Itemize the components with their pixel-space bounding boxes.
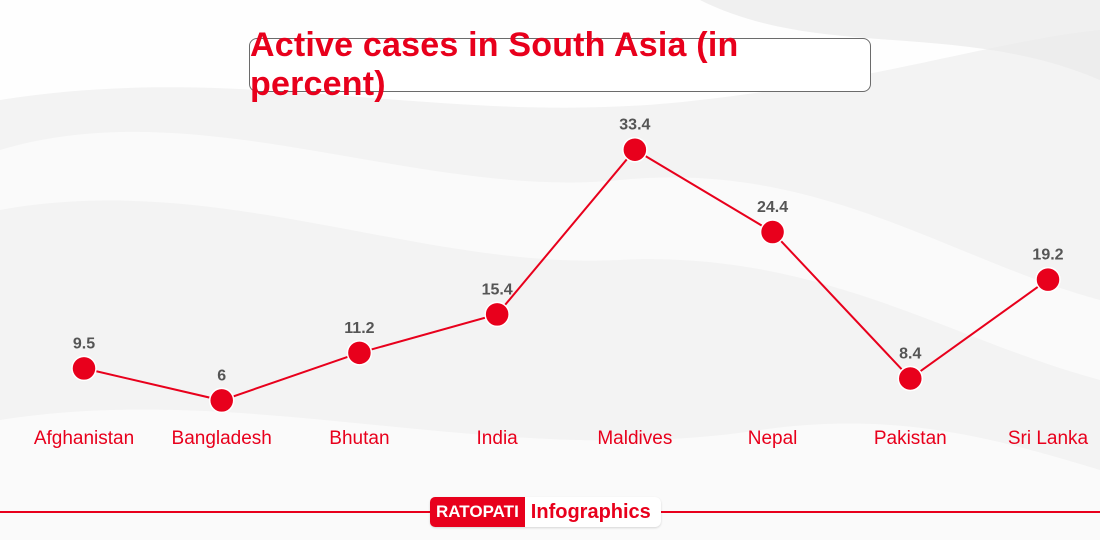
x-tick-label: Maldives bbox=[597, 428, 672, 449]
x-tick-label: Bhutan bbox=[329, 428, 389, 449]
data-label: 15.4 bbox=[482, 281, 513, 298]
data-label: 33.4 bbox=[619, 117, 650, 134]
data-label: 8.4 bbox=[899, 345, 921, 362]
data-label: 24.4 bbox=[757, 199, 788, 216]
data-point-pakistan[interactable] bbox=[897, 365, 924, 392]
x-tick-label: Nepal bbox=[748, 428, 798, 449]
data-point-bangladesh[interactable] bbox=[208, 387, 235, 414]
x-tick-label: India bbox=[477, 428, 519, 449]
chart-title: Active cases in South Asia (in percent) bbox=[250, 26, 739, 103]
data-label: 19.2 bbox=[1032, 247, 1063, 264]
data-point-nepal[interactable] bbox=[759, 219, 786, 245]
data-point-maldives[interactable] bbox=[622, 136, 648, 163]
data-point-bhutan[interactable] bbox=[346, 340, 373, 366]
x-tick-label: Bangladesh bbox=[172, 428, 272, 449]
x-tick-label: Pakistan bbox=[874, 428, 947, 449]
data-point-india[interactable] bbox=[484, 301, 510, 328]
data-point-sri-lanka[interactable] bbox=[1035, 266, 1061, 293]
data-label: 11.2 bbox=[344, 320, 374, 337]
chart-title-box: Active cases in South Asia (in percent) bbox=[249, 26, 871, 103]
x-tick-label: Sri Lanka bbox=[1008, 428, 1089, 449]
brand-primary: RATOPATI bbox=[430, 497, 525, 527]
data-label: 9.5 bbox=[73, 335, 95, 352]
brand-secondary: Infographics bbox=[530, 500, 651, 523]
series-line bbox=[83, 148, 1049, 402]
data-label: 6 bbox=[217, 367, 226, 384]
brand-logo: RATOPATI Infographics bbox=[430, 497, 661, 527]
x-tick-label: Afghanistan bbox=[34, 428, 134, 449]
data-point-afghanistan[interactable] bbox=[71, 355, 97, 382]
